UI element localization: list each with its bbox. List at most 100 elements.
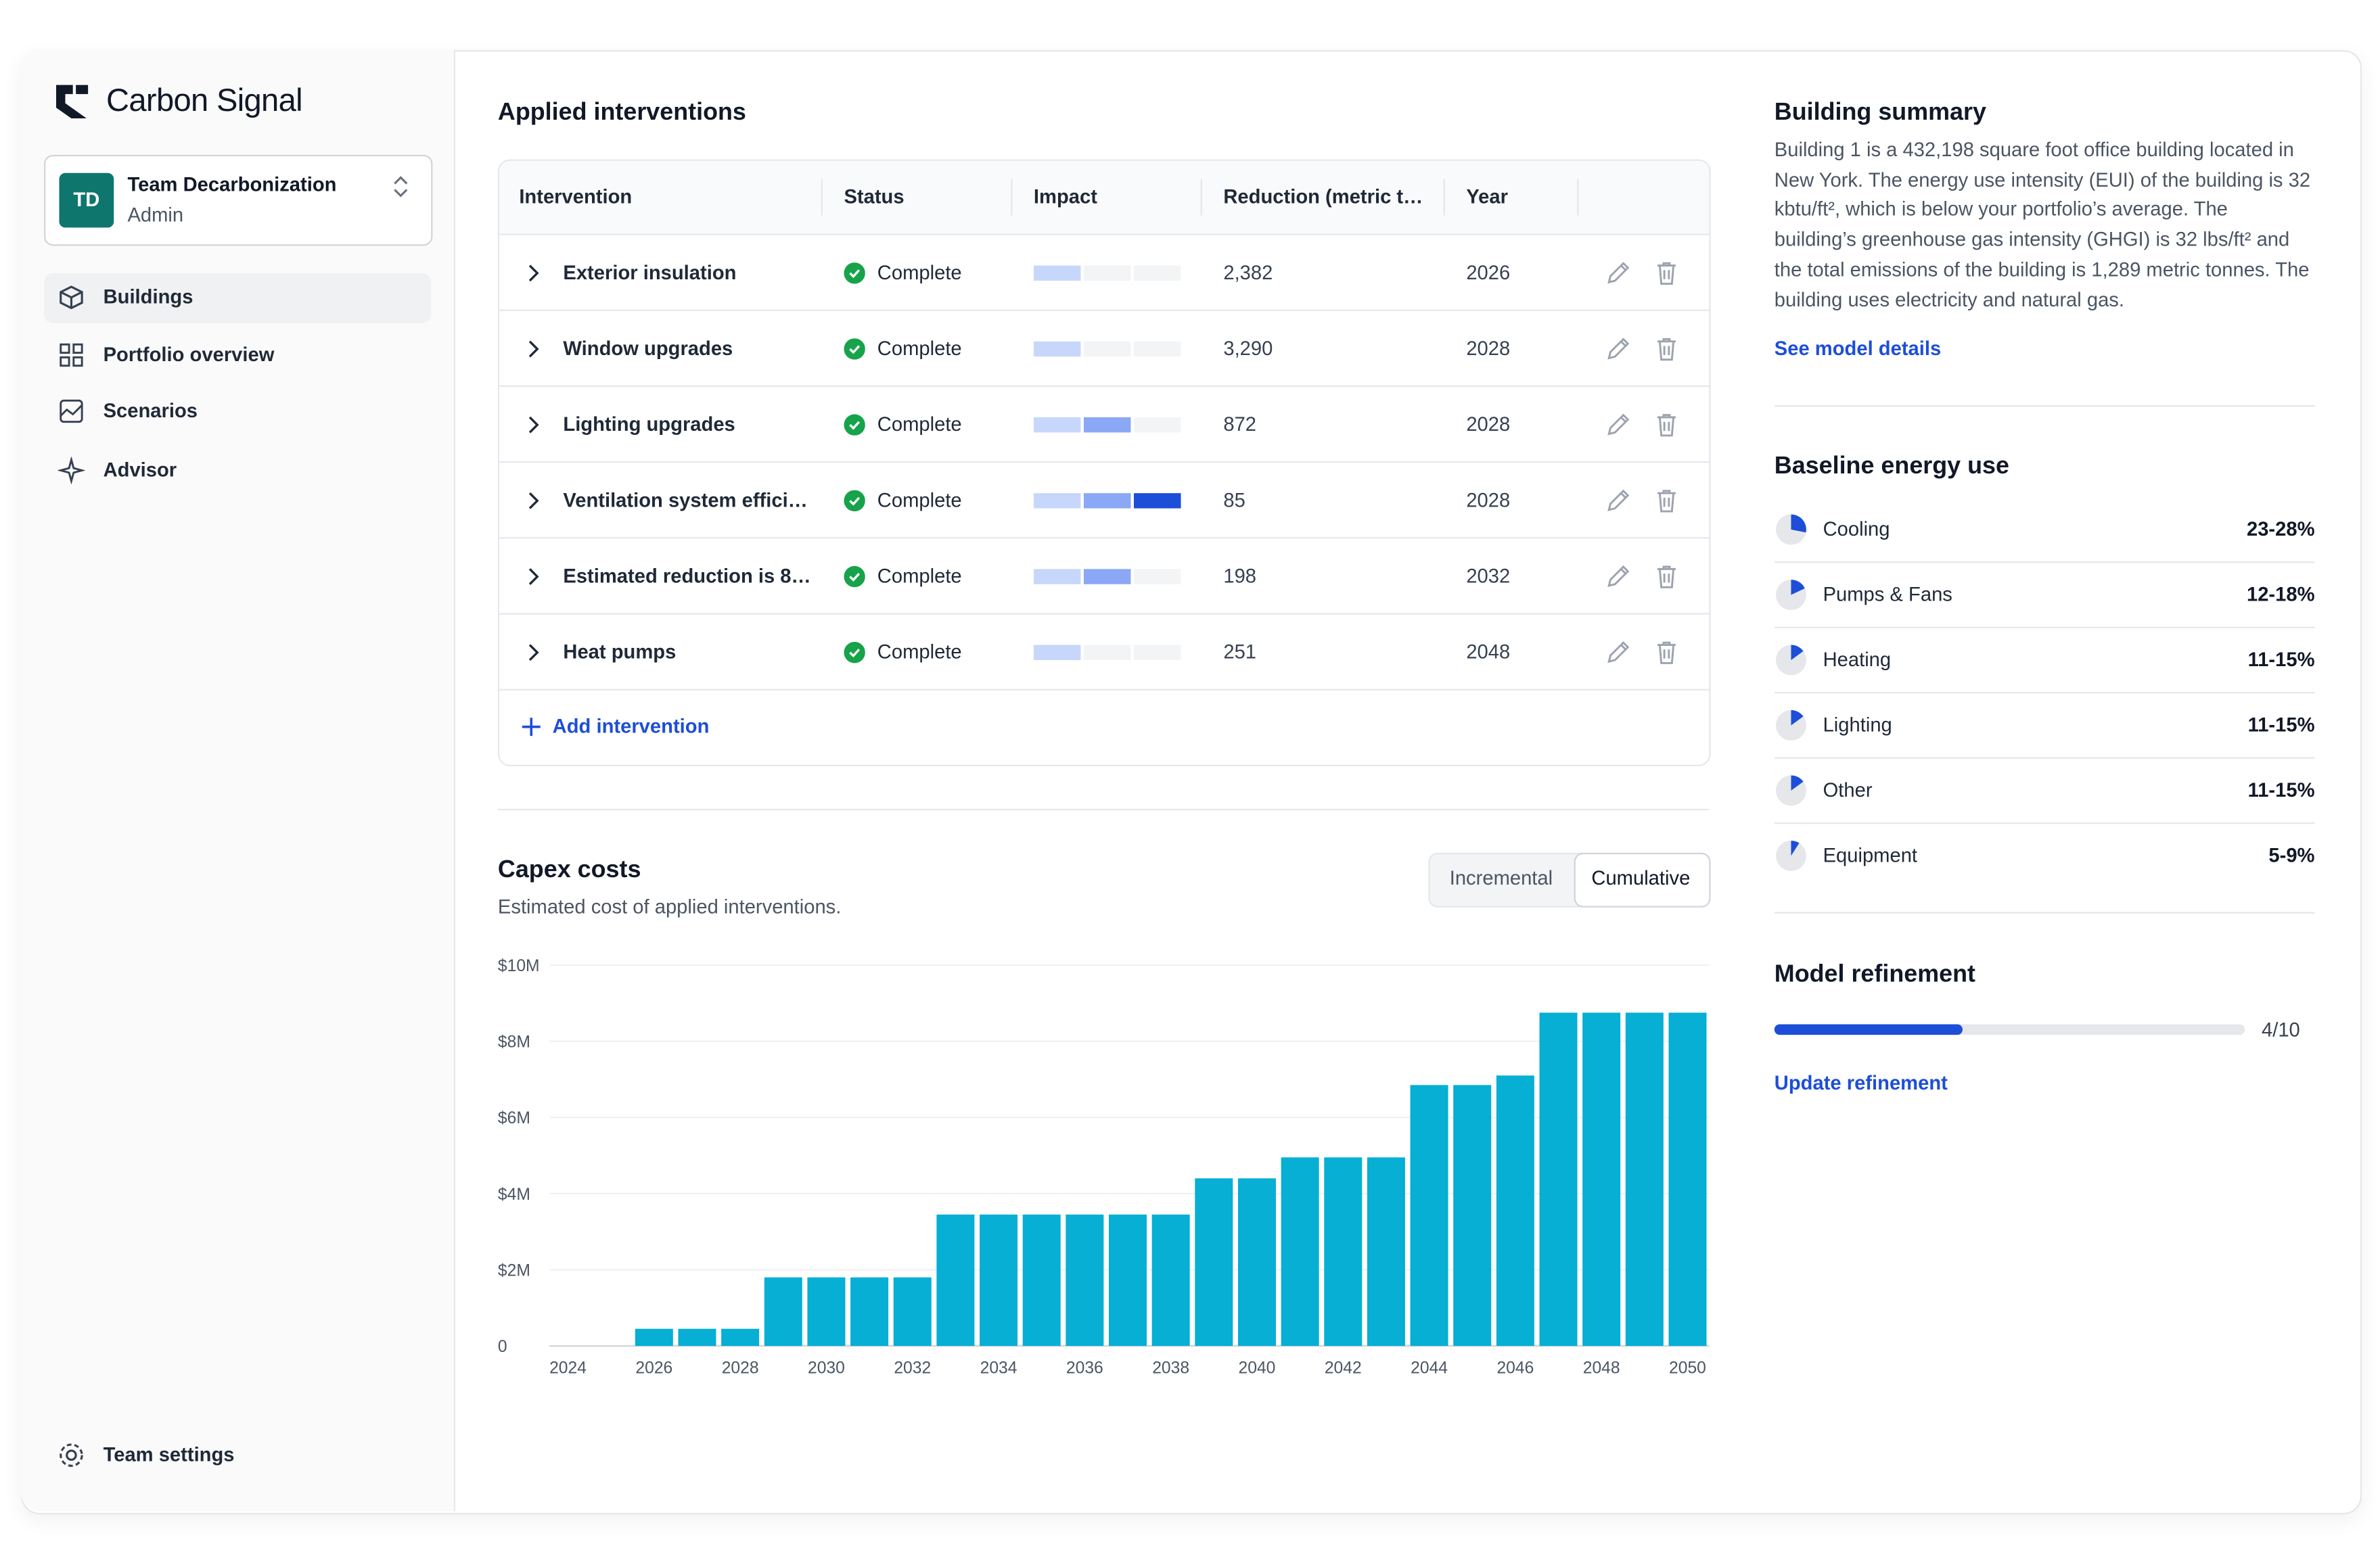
x-tick-label: 2034 [980,1359,1017,1377]
nav-item[interactable]: Scenarios [103,399,198,422]
edit-button[interactable] [1605,335,1632,363]
delete-button[interactable] [1653,411,1680,438]
row-divider [1774,692,2315,694]
table-header [499,160,1710,235]
nav-icon-glyph [60,399,83,423]
edit-button-glyph [1607,337,1630,360]
y-tick-label: 0 [498,1338,507,1356]
reduction: 198 [1223,564,1257,588]
add-icon[interactable] [521,716,542,737]
logo [56,85,89,119]
expand-chevron-glyph [528,340,539,358]
bar [635,1328,673,1347]
nav-team-settings[interactable]: Team settings [103,1443,235,1466]
add-intervention[interactable]: Add intervention [552,714,710,738]
impact-meter [1033,265,1181,281]
bar [980,1214,1018,1347]
edit-button[interactable] [1605,487,1632,514]
bar [1109,1214,1147,1347]
edit-button[interactable] [1605,563,1632,590]
row-divider [499,537,1710,539]
bar [1195,1178,1233,1347]
impact-segment [1083,569,1131,584]
pie-glyph [1776,775,1806,806]
status: Complete [877,337,962,360]
expand-chevron-glyph [528,416,539,434]
energy-share: 11-15% [2247,713,2315,737]
x-tick-label: 2030 [808,1359,845,1377]
delete-button[interactable] [1653,563,1680,590]
brand: Carbon Signal [106,83,303,119]
expand-chevron[interactable] [522,566,543,587]
expand-chevron[interactable] [522,338,543,359]
chart-title: Capex costs [497,857,641,883]
delete-button[interactable] [1653,335,1680,363]
bar [1582,1012,1621,1347]
energy-share: 5-9% [2268,843,2315,867]
impact-meter [1033,569,1181,584]
status-icon-glyph [844,642,865,663]
bar [1539,1012,1578,1347]
bar [936,1214,975,1347]
edit-button[interactable] [1605,260,1632,287]
share-pie [1775,578,1808,611]
x-tick-label: 2026 [635,1359,672,1377]
nav-item[interactable]: Buildings [103,285,193,308]
share-pie [1775,513,1808,546]
baseline-title: Baseline energy use [1774,453,2009,480]
delete-button-glyph [1657,565,1676,588]
impact-segment [1033,341,1081,357]
column-divider [821,179,823,216]
year: 2048 [1466,640,1511,663]
impact-segment [1133,645,1181,660]
column-header: Reduction (metric t… [1223,185,1423,208]
edit-button-glyph [1607,262,1630,284]
column-header: Impact [1033,185,1097,208]
edit-button[interactable] [1605,639,1632,666]
toggle-option[interactable]: Cumulative [1591,866,1691,889]
nav-active-bg [44,273,432,323]
impact-segment [1083,645,1131,660]
edit-button[interactable] [1605,411,1632,438]
summary-text: Building 1 is a 432,198 square foot offi… [1774,138,2311,310]
pie-glyph [1776,580,1806,610]
nav-item[interactable]: Portfolio overview [103,343,275,366]
bar [1066,1214,1104,1347]
nav-icon-glyph [60,285,83,310]
toggle-option[interactable]: Incremental [1449,866,1553,889]
row-divider [499,309,1710,311]
row-divider [499,613,1710,615]
expand-chevron-glyph [528,492,539,509]
nav-icon-glyph [60,343,83,367]
impact-segment [1083,417,1131,433]
update-refinement-link[interactable]: Update refinement [1774,1071,1948,1094]
delete-button[interactable] [1653,487,1680,514]
expand-chevron-glyph [528,644,539,661]
impact-segment [1083,265,1131,281]
delete-button-glyph [1657,262,1676,285]
model-details-link[interactable]: See model details [1774,337,1942,360]
expand-chevron[interactable] [522,490,543,511]
delete-button[interactable] [1653,260,1680,287]
y-tick-label: $6M [498,1109,530,1127]
expand-chevron[interactable] [522,415,543,436]
edit-button-glyph [1607,413,1630,436]
expand-chevron[interactable] [522,262,543,283]
team-name: Team Decarbonization [127,172,337,196]
status-icon [844,262,865,284]
impact-segment [1033,265,1081,281]
intervention-name: Exterior insulation [563,260,737,284]
pie-wedge [1791,775,1804,791]
nav-item[interactable]: Advisor [103,458,177,482]
column-header: Intervention [519,185,633,208]
bar [893,1277,932,1347]
delete-button-glyph [1657,414,1676,437]
bar [678,1328,716,1347]
row-divider [1774,822,2315,824]
impact-segment [1083,341,1131,357]
impact-segment [1133,341,1181,357]
delete-button-glyph [1657,490,1676,513]
column-header: Year [1466,185,1509,208]
delete-button[interactable] [1653,639,1680,666]
expand-chevron[interactable] [522,642,543,663]
